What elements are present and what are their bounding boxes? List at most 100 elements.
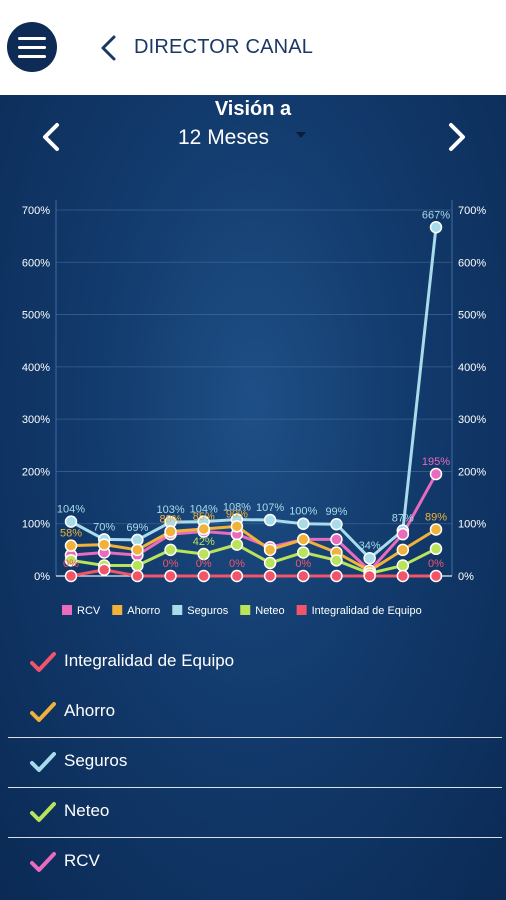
data-point [429, 523, 443, 536]
data-label: 107% [256, 502, 284, 514]
y-tick-label-right: 300% [458, 414, 486, 426]
previous-period-arrow-icon[interactable] [36, 120, 66, 154]
data-point [230, 538, 244, 551]
series-toggle-label: Integralidad de Equipo [64, 651, 235, 670]
data-point [263, 569, 277, 583]
data-label: 85% [193, 511, 215, 523]
series-toggle-label: Ahorro [64, 701, 116, 720]
series-toggle-row[interactable]: Ahorro [8, 687, 502, 737]
menu-line [18, 54, 46, 58]
y-tick-label-right: 700% [458, 205, 486, 217]
data-point [429, 542, 443, 556]
data-point [164, 525, 177, 538]
data-point [131, 559, 144, 572]
data-point [97, 563, 111, 576]
data-point [363, 551, 376, 565]
data-label: 108% [223, 502, 251, 514]
series-line-seguros [70, 227, 438, 560]
data-label: 89% [425, 511, 447, 523]
data-point [330, 554, 343, 567]
app-bar: DIRECTOR CANAL [0, 0, 506, 95]
y-tick-label-left: 600% [22, 257, 50, 269]
data-point [64, 569, 78, 583]
y-tick-label-left: 500% [22, 310, 50, 322]
list-divider [8, 837, 502, 838]
data-point [131, 543, 144, 557]
data-point [164, 569, 177, 583]
menu-line [18, 36, 46, 40]
data-point [263, 513, 277, 527]
data-label: 99% [325, 506, 347, 518]
legend-label: Integralidad de Equipo [312, 605, 422, 617]
data-label: 70% [93, 521, 115, 533]
menu-button[interactable] [7, 22, 57, 72]
data-label: 103% [156, 504, 184, 516]
back-chevron-icon[interactable] [98, 34, 120, 62]
data-label: 100% [289, 506, 317, 518]
data-point [263, 556, 277, 570]
data-point [197, 547, 210, 561]
data-point [263, 543, 277, 557]
data-label: 667% [422, 209, 450, 221]
period-heading: Visión a [214, 98, 292, 120]
data-point [230, 569, 244, 583]
data-label: 90% [226, 508, 248, 520]
data-point [396, 569, 410, 583]
series-toggle-row[interactable]: Seguros [8, 737, 502, 787]
data-label: 0% [163, 558, 179, 570]
y-tick-label-right: 200% [458, 466, 486, 478]
y-tick-label-right: 0% [458, 571, 474, 583]
series-toggle-label: RCV [64, 851, 100, 870]
series-toggle-label: Neteo [64, 801, 110, 820]
legend-label: Neteo [255, 605, 284, 617]
data-point [297, 546, 310, 559]
next-period-arrow-icon[interactable] [442, 120, 472, 154]
data-point [330, 569, 343, 583]
data-point [330, 517, 343, 531]
data-label: 0% [196, 558, 212, 570]
series-toggle-row[interactable]: RCV [8, 837, 502, 887]
menu-line [18, 45, 46, 49]
checkmark-icon [30, 752, 56, 772]
data-label: 42% [193, 536, 215, 548]
data-point [297, 569, 310, 583]
data-point [197, 522, 210, 536]
series-toggle-row[interactable]: Integralidad de Equipo [8, 637, 502, 687]
checkmark-icon [30, 852, 56, 872]
y-tick-label-left: 400% [22, 362, 50, 374]
data-label: 195% [422, 456, 450, 468]
y-tick-label-right: 400% [458, 362, 486, 374]
y-tick-label-left: 300% [22, 414, 50, 426]
data-label: 69% [126, 522, 148, 534]
dropdown-caret-icon[interactable] [296, 132, 306, 138]
data-point [131, 569, 144, 583]
legend-swatch [240, 605, 251, 615]
checkmark-icon [30, 802, 56, 822]
data-point [396, 543, 410, 557]
period-dropdown[interactable]: 12 Meses [178, 126, 270, 149]
y-tick-label-left: 100% [22, 519, 50, 531]
data-label: 58% [60, 528, 82, 540]
legend-label: Ahorro [127, 605, 160, 617]
data-label: 0% [229, 558, 245, 570]
checkmark-icon [30, 702, 56, 722]
data-label: 0% [63, 558, 79, 570]
series-toggle-row[interactable]: Neteo [8, 787, 502, 837]
data-point [97, 538, 111, 551]
list-divider [8, 787, 502, 788]
data-point [396, 527, 410, 541]
data-point [429, 467, 443, 481]
data-point [64, 539, 78, 552]
data-label: 0% [428, 558, 444, 570]
legend-label: RCV [77, 605, 101, 617]
legend-label: Seguros [187, 605, 228, 617]
data-point [64, 554, 78, 567]
y-tick-label-right: 600% [458, 257, 486, 269]
data-point [64, 515, 78, 528]
checkmark-icon [30, 652, 56, 672]
legend-swatch [62, 605, 72, 615]
data-point [429, 569, 443, 583]
legend-swatch [112, 605, 123, 615]
data-point [330, 533, 343, 546]
data-label: 104% [57, 504, 85, 516]
